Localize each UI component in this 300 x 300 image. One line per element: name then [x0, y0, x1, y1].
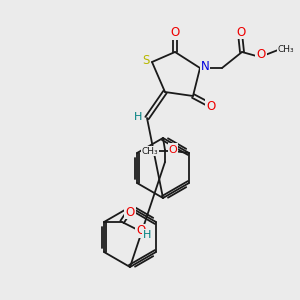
- Text: O: O: [236, 26, 246, 38]
- Text: O: O: [136, 224, 146, 238]
- Text: O: O: [256, 49, 266, 62]
- Text: CH₃: CH₃: [278, 46, 294, 55]
- Text: O: O: [170, 26, 180, 40]
- Text: CH₃: CH₃: [142, 146, 158, 155]
- Text: O: O: [206, 100, 216, 112]
- Text: H: H: [134, 112, 142, 122]
- Text: O: O: [125, 206, 135, 218]
- Text: S: S: [142, 55, 150, 68]
- Text: O: O: [169, 144, 177, 154]
- Text: N: N: [201, 61, 209, 74]
- Text: H: H: [143, 230, 151, 240]
- Text: O: O: [169, 145, 177, 155]
